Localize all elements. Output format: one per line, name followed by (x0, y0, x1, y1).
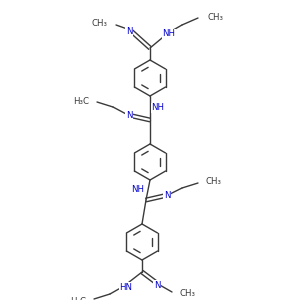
Text: N: N (126, 112, 132, 121)
Text: HN: HN (119, 283, 133, 292)
Text: NH: NH (163, 29, 176, 38)
Text: CH₃: CH₃ (208, 13, 224, 22)
Text: N: N (164, 191, 170, 200)
Text: CH₃: CH₃ (180, 290, 196, 298)
Text: H₃C: H₃C (70, 296, 86, 300)
Text: N: N (126, 26, 132, 35)
Text: CH₃: CH₃ (92, 20, 108, 28)
Text: CH₃: CH₃ (206, 178, 222, 187)
Text: NH: NH (152, 103, 164, 112)
Text: NH: NH (131, 185, 145, 194)
Text: H₃C: H₃C (73, 97, 89, 106)
Text: N: N (154, 280, 160, 290)
